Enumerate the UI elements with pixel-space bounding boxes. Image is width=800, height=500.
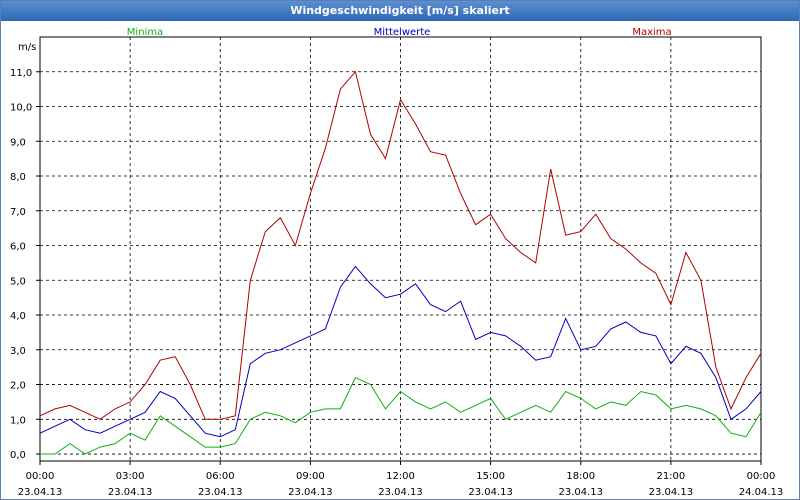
x-tick-date: 23.04.13: [18, 487, 63, 498]
x-tick-time: 15:00: [476, 471, 505, 482]
x-tick-date: 23.04.13: [288, 487, 333, 498]
x-tick-time: 00:00: [26, 471, 55, 482]
x-tick-time: 18:00: [566, 471, 595, 482]
y-tick-label: 9,0: [10, 137, 26, 148]
y-tick-label: 0,0: [10, 450, 26, 461]
legend-mittelwerte: Mittelwerte: [374, 27, 431, 38]
y-tick-label: 6,0: [10, 242, 26, 253]
series-line-mittelwerte: [39, 265, 762, 438]
x-tick-date: 23.04.13: [108, 487, 153, 498]
x-tick-date: 23.04.13: [649, 487, 694, 498]
x-axis-ticks: 00:00 23.04.13 03:00 23.04.13 06:00 23.04.13 0…: [18, 461, 784, 498]
chart-title: Windgeschwindigkeit [m/s] skaliert: [1, 1, 799, 21]
legend-maxima: Maxima: [632, 27, 671, 38]
y-tick-label: 3,0: [10, 346, 26, 357]
x-tick-date: 23.04.13: [198, 487, 243, 498]
series-line-maxima: [39, 70, 762, 420]
y-axis-label: m/s: [18, 42, 36, 53]
y-tick-label: 5,0: [10, 276, 26, 287]
y-tick-label: 2,0: [10, 381, 26, 392]
x-tick-time: 00:00: [747, 471, 776, 482]
x-tick-time: 21:00: [656, 471, 685, 482]
x-tick-time: 06:00: [206, 471, 235, 482]
y-tick-label: 10,0: [10, 103, 32, 114]
grid: [40, 37, 761, 461]
x-tick-date: 23.04.13: [468, 487, 513, 498]
y-axis-ticks: 0,0 1,0 2,0 3,0 4,0 5,0 6,0 7,0 8,0 9,0 10,0 11,0: [10, 68, 40, 461]
series-line-minima: [40, 376, 762, 455]
x-tick-time: 09:00: [296, 471, 325, 482]
y-tick-label: 4,0: [10, 311, 26, 322]
x-tick-time: 12:00: [386, 471, 415, 482]
series-lines: [39, 70, 762, 455]
x-tick-date: 24.04.13: [739, 487, 784, 498]
y-tick-label: 11,0: [10, 68, 32, 79]
x-tick-time: 03:00: [116, 471, 145, 482]
x-tick-date: 23.04.13: [558, 487, 603, 498]
legend-minima: Minima: [127, 27, 163, 38]
y-tick-label: 1,0: [10, 415, 26, 426]
y-tick-label: 8,0: [10, 172, 26, 183]
x-tick-date: 23.04.13: [378, 487, 423, 498]
y-tick-label: 7,0: [10, 207, 26, 218]
